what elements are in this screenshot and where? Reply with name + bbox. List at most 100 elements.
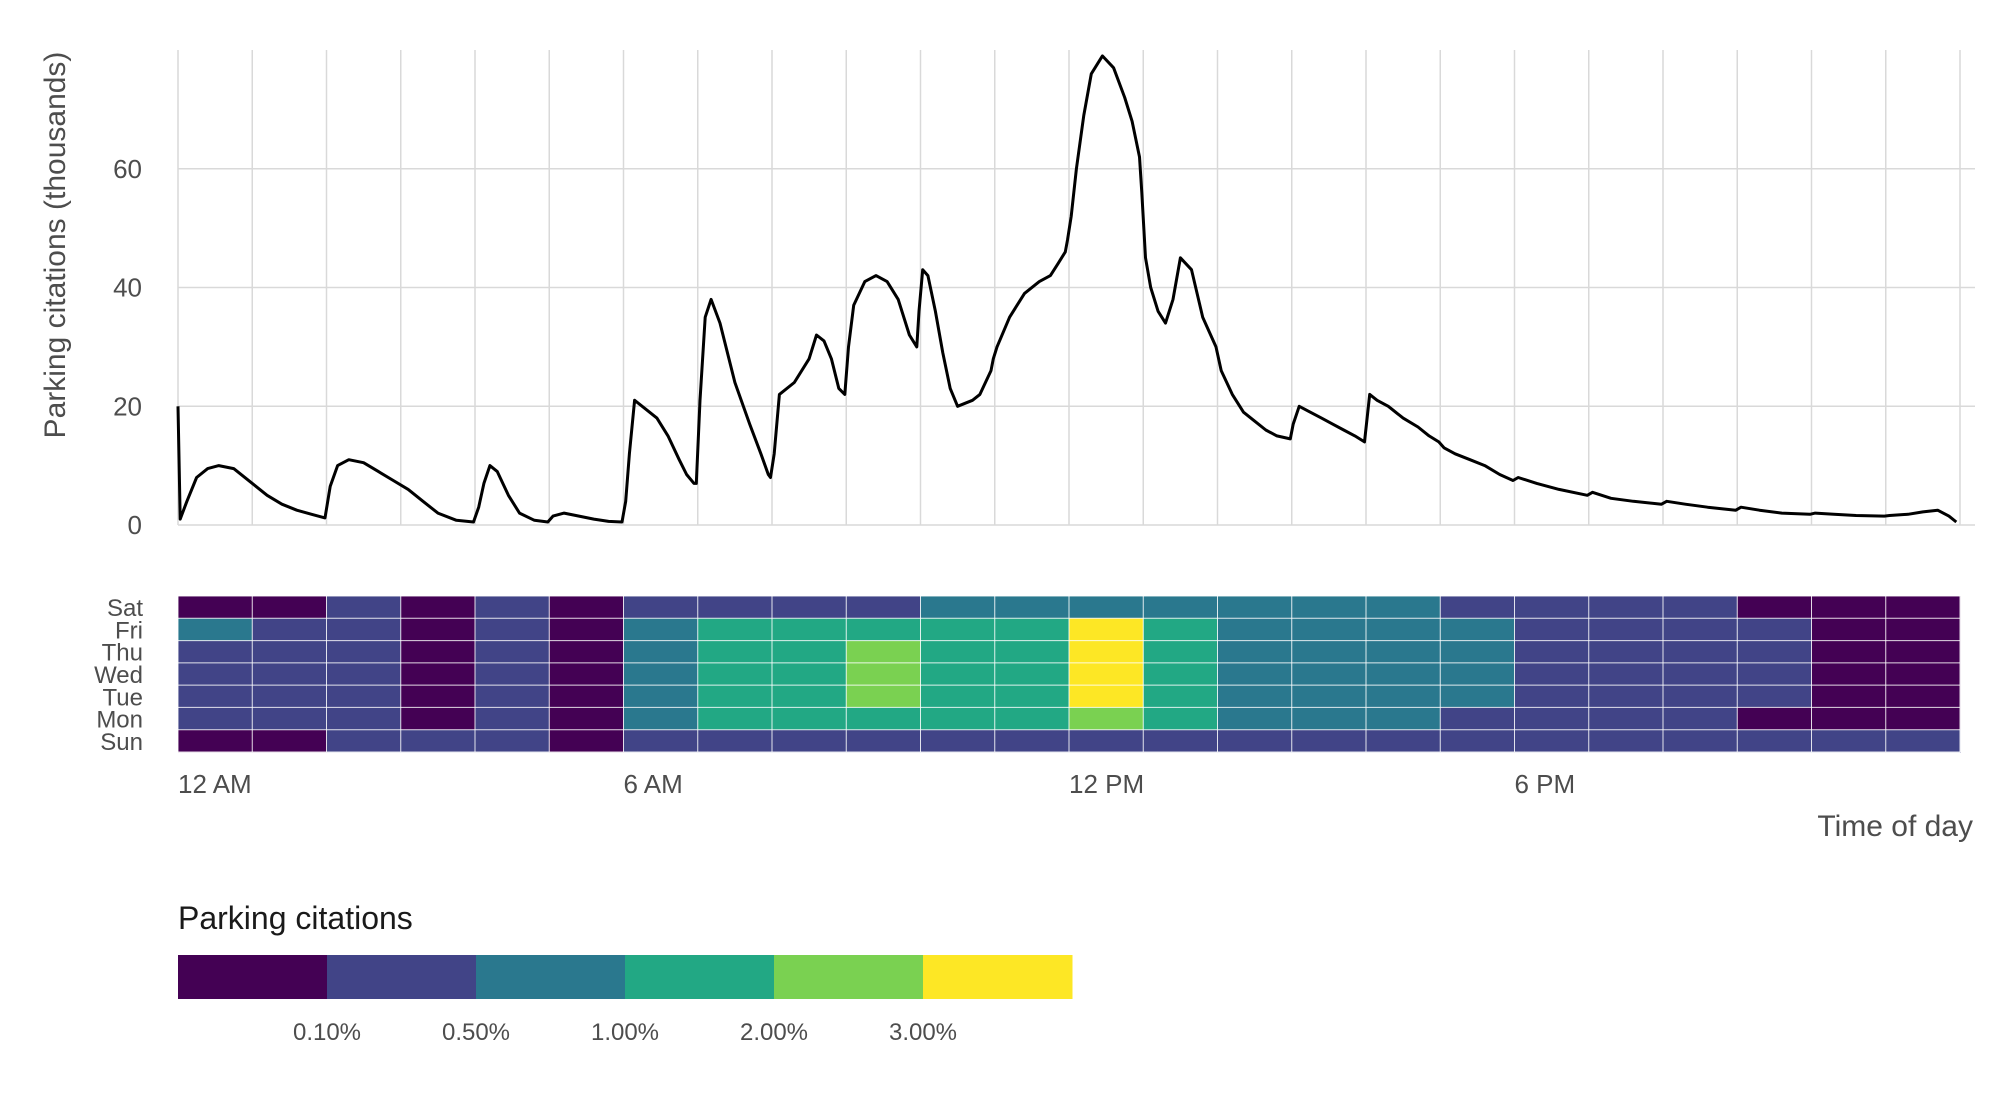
heatmap-cell bbox=[549, 729, 624, 753]
heatmap-cell bbox=[1885, 618, 1961, 642]
heatmap-cell bbox=[1069, 618, 1144, 642]
heatmap-cell bbox=[1811, 640, 1887, 664]
heatmap-cell bbox=[252, 729, 327, 753]
heatmap-cell bbox=[1663, 618, 1738, 642]
heatmap-cell bbox=[1366, 640, 1441, 664]
heatmap-cell bbox=[475, 596, 550, 619]
heatmap-cell bbox=[252, 662, 327, 686]
heatmap-cell bbox=[772, 618, 847, 642]
heatmap-cell bbox=[1440, 596, 1515, 619]
heatmap-cell bbox=[1737, 618, 1812, 642]
heatmap-cell bbox=[623, 662, 699, 686]
heatmap-cell bbox=[772, 729, 847, 753]
heatmap-cell bbox=[1366, 685, 1441, 708]
heatmap-cell bbox=[623, 618, 699, 642]
heatmap-cell bbox=[623, 685, 699, 708]
heatmap-cell bbox=[1440, 618, 1515, 642]
heatmap-cell bbox=[1663, 662, 1738, 686]
heatmap-cell bbox=[1514, 618, 1590, 642]
heatmap-cell bbox=[1217, 596, 1293, 619]
heatmap-cell bbox=[772, 685, 847, 708]
x-axis-title: Time of day bbox=[1817, 810, 1973, 843]
x-tick-label: 6 AM bbox=[624, 769, 683, 799]
x-tick-label: 12 PM bbox=[1069, 769, 1144, 799]
heatmap-cell bbox=[1663, 596, 1738, 619]
heatmap-cell bbox=[697, 685, 773, 708]
heatmap-cell bbox=[1143, 596, 1218, 619]
heatmap-cell bbox=[994, 685, 1070, 708]
heatmap-cell bbox=[920, 596, 996, 619]
heatmap-cell bbox=[1217, 618, 1293, 642]
legend-swatch bbox=[923, 955, 1073, 999]
heatmap-cell bbox=[1737, 707, 1812, 731]
heatmap-cell bbox=[1291, 618, 1367, 642]
legend-swatch bbox=[625, 955, 775, 999]
heatmap-cell bbox=[697, 729, 773, 753]
heatmap-cell bbox=[1737, 729, 1812, 753]
heatmap-cell bbox=[252, 707, 327, 731]
heatmap-cell bbox=[772, 662, 847, 686]
heatmap-grid bbox=[177, 595, 1961, 753]
heatmap-cell bbox=[1885, 640, 1961, 664]
heatmap-day-label: Mon bbox=[96, 707, 143, 734]
heatmap-cell bbox=[326, 729, 402, 753]
heatmap-cell bbox=[846, 729, 921, 753]
heatmap-cell bbox=[1217, 707, 1293, 731]
heatmap-cell bbox=[1069, 596, 1144, 619]
heatmap-cell bbox=[475, 685, 550, 708]
heatmap-cell bbox=[1217, 662, 1293, 686]
heatmap-cell bbox=[920, 662, 996, 686]
legend-swatch bbox=[476, 955, 626, 999]
heatmap-cell bbox=[549, 685, 624, 708]
heatmap-cell bbox=[1143, 729, 1218, 753]
heatmap-cell bbox=[326, 685, 402, 708]
heatmap-cell bbox=[326, 662, 402, 686]
heatmap-cell bbox=[1291, 596, 1367, 619]
heatmap-cell bbox=[549, 662, 624, 686]
line-y-axis-title: Parking citations (thousands) bbox=[39, 52, 72, 439]
heatmap-cell bbox=[1514, 729, 1590, 753]
heatmap-cell bbox=[920, 707, 996, 731]
heatmap-day-label: Sat bbox=[107, 595, 143, 622]
heatmap-cell bbox=[1440, 707, 1515, 731]
heatmap-cell bbox=[252, 596, 327, 619]
heatmap-cell bbox=[326, 618, 402, 642]
heatmap-cell bbox=[772, 640, 847, 664]
legend-swatch bbox=[178, 955, 328, 999]
heatmap-cell bbox=[1514, 707, 1590, 731]
heatmap-cell bbox=[326, 640, 402, 664]
heatmap-cell bbox=[178, 707, 253, 731]
heatmap-cell bbox=[1143, 640, 1218, 664]
heatmap-cell bbox=[623, 640, 699, 664]
heatmap-cell bbox=[475, 707, 550, 731]
heatmap-cell bbox=[326, 596, 402, 619]
x-tick-label: 12 AM bbox=[178, 769, 252, 799]
heatmap-cell bbox=[623, 729, 699, 753]
heatmap-cell bbox=[994, 707, 1070, 731]
heatmap-cell bbox=[1143, 618, 1218, 642]
heatmap-cell bbox=[697, 707, 773, 731]
legend-title: Parking citations bbox=[178, 900, 413, 936]
heatmap-cell bbox=[994, 729, 1070, 753]
heatmap-cell bbox=[1217, 640, 1293, 664]
heatmap-cell bbox=[252, 685, 327, 708]
heatmap-cell bbox=[400, 640, 476, 664]
heatmap-cell bbox=[1811, 618, 1887, 642]
y-tick-label: 40 bbox=[113, 273, 142, 303]
y-tick-label: 60 bbox=[113, 154, 142, 184]
heatmap-cell bbox=[1737, 685, 1812, 708]
heatmap-cell bbox=[1143, 662, 1218, 686]
legend-break-label: 3.00% bbox=[889, 1019, 957, 1046]
heatmap-cell bbox=[1366, 596, 1441, 619]
heatmap-cell bbox=[1291, 685, 1367, 708]
legend-swatch bbox=[327, 955, 477, 999]
heatmap-cell bbox=[772, 707, 847, 731]
heatmap-cell bbox=[252, 640, 327, 664]
line-panel-grid bbox=[177, 50, 1975, 526]
heatmap-cell bbox=[549, 596, 624, 619]
heatmap-cell bbox=[1217, 729, 1293, 753]
heatmap-cell bbox=[846, 618, 921, 642]
heatmap-cell bbox=[1069, 685, 1144, 708]
heatmap-cell bbox=[1885, 596, 1961, 619]
heatmap-cell bbox=[1143, 685, 1218, 708]
